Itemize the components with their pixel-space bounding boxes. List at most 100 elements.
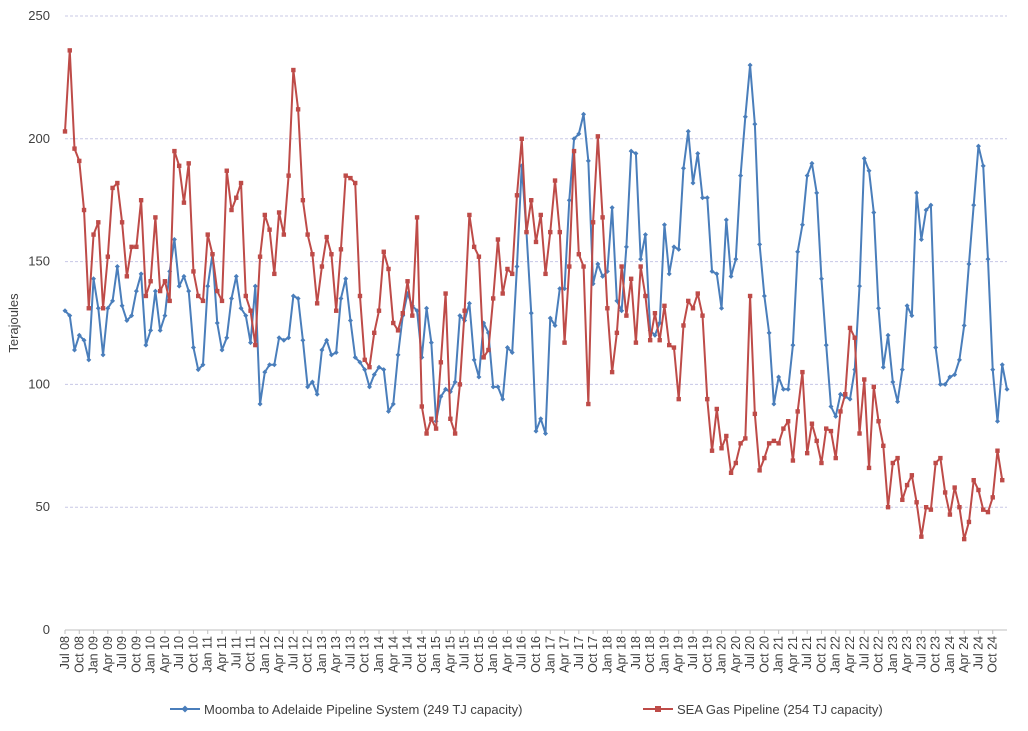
- data-point: [167, 298, 172, 304]
- data-point: [286, 173, 291, 178]
- data-point: [633, 151, 639, 157]
- data-point: [567, 264, 572, 269]
- data-point: [548, 229, 553, 235]
- data-point: [990, 495, 995, 500]
- x-tick-label: Oct 10: [186, 636, 200, 673]
- data-point: [248, 340, 254, 346]
- x-tick-label: Apr 23: [900, 636, 914, 673]
- data-point: [862, 377, 867, 382]
- x-tick-label: Apr 16: [500, 636, 514, 673]
- data-point: [314, 301, 320, 306]
- data-point: [976, 487, 981, 493]
- data-point: [514, 193, 520, 198]
- data-point: [219, 298, 225, 304]
- data-point: [538, 212, 543, 218]
- x-tick-label: Oct 19: [700, 636, 714, 673]
- gridlines: [65, 15, 1007, 508]
- data-point: [571, 136, 577, 142]
- data-point: [942, 381, 948, 387]
- data-point: [414, 215, 420, 220]
- data-point: [595, 134, 601, 139]
- data-point: [371, 372, 377, 378]
- x-tick-label: Jul 15: [458, 636, 472, 669]
- data-point: [195, 367, 201, 373]
- data-point: [490, 296, 496, 301]
- data-point: [133, 288, 139, 294]
- data-point: [538, 416, 544, 422]
- data-point: [971, 202, 977, 208]
- data-point: [733, 460, 739, 466]
- data-point: [186, 161, 191, 166]
- data-point: [695, 151, 701, 157]
- series-moomba: [62, 62, 1010, 437]
- data-point: [895, 399, 901, 405]
- data-point: [700, 313, 705, 318]
- data-point: [928, 507, 934, 512]
- data-point: [771, 438, 777, 444]
- data-point: [200, 362, 206, 368]
- data-point: [467, 212, 472, 218]
- data-point: [105, 305, 111, 311]
- data-point: [428, 340, 434, 346]
- x-tick-label: Jan 22: [829, 636, 843, 674]
- data-point: [300, 198, 306, 203]
- data-point: [276, 335, 282, 341]
- data-point: [338, 247, 344, 252]
- data-point: [424, 431, 429, 436]
- data-point: [785, 419, 791, 424]
- data-point: [942, 490, 948, 495]
- data-point: [795, 249, 801, 255]
- data-point: [143, 342, 149, 348]
- data-point: [229, 207, 234, 213]
- data-point: [966, 261, 972, 267]
- data-point: [238, 305, 244, 311]
- data-point: [990, 367, 996, 373]
- x-tick-label: Apr 10: [158, 636, 172, 673]
- x-tick-label: Jan 20: [715, 636, 729, 674]
- data-point: [471, 357, 477, 363]
- data-point: [638, 264, 643, 269]
- data-point: [880, 364, 886, 370]
- data-point: [723, 217, 729, 223]
- data-point: [338, 295, 344, 301]
- data-point: [871, 384, 876, 390]
- data-point: [823, 342, 829, 348]
- data-point: [985, 509, 991, 515]
- data-point: [271, 362, 277, 368]
- data-point: [86, 357, 92, 363]
- data-point: [914, 500, 919, 505]
- series-layer: [62, 48, 1010, 542]
- data-point: [196, 293, 201, 299]
- data-point: [547, 315, 553, 321]
- data-point: [633, 340, 639, 345]
- data-point: [357, 293, 363, 299]
- data-point: [557, 286, 563, 292]
- data-point: [999, 362, 1005, 368]
- x-tick-label: Apr 12: [272, 636, 286, 673]
- data-point: [243, 293, 248, 299]
- data-point: [657, 337, 662, 343]
- data-point: [690, 180, 696, 186]
- legend-item-moomba: Moomba to Adelaide Pipeline System (249 …: [170, 702, 522, 717]
- x-tick-label: Apr 18: [615, 636, 629, 673]
- data-point: [595, 261, 601, 267]
- data-point: [590, 220, 596, 225]
- data-point: [100, 352, 106, 358]
- data-point: [400, 310, 405, 316]
- data-point: [124, 318, 130, 324]
- data-point: [424, 305, 430, 311]
- x-tick-label: Apr 20: [729, 636, 743, 673]
- data-point: [619, 264, 624, 269]
- data-point: [957, 505, 962, 510]
- data-point: [614, 330, 620, 336]
- y-tick-label-250: 250: [28, 8, 50, 23]
- data-point: [966, 519, 972, 525]
- data-point: [828, 428, 834, 434]
- data-point: [543, 271, 548, 277]
- data-point: [495, 237, 501, 242]
- data-point: [324, 234, 329, 240]
- data-point: [305, 384, 311, 390]
- data-point: [638, 256, 644, 262]
- data-point: [562, 286, 568, 292]
